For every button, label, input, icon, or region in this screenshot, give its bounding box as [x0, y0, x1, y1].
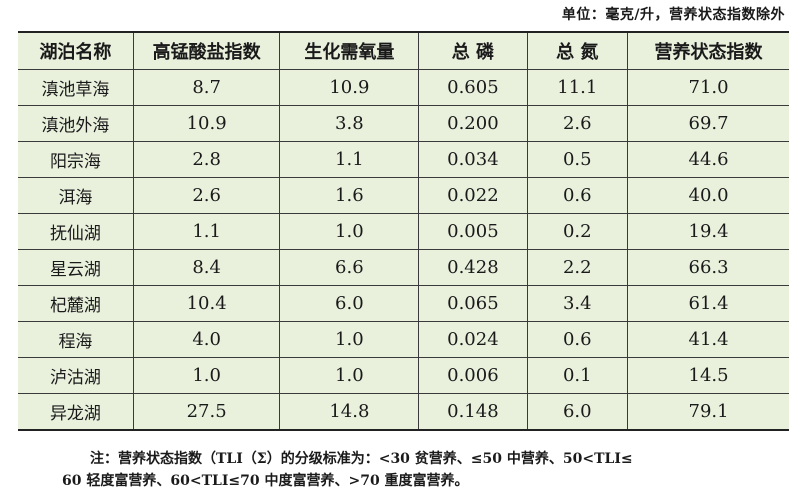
bod-cell: 1.6 — [279, 177, 420, 215]
table-header-row: 湖泊名称 高锰酸盐指数 生化需氧量 总 磷 总 氮 营养状态指数 — [18, 33, 789, 70]
phosphorus-cell: 0.065 — [418, 285, 528, 323]
nitrogen-cell: 0.6 — [526, 177, 629, 215]
lake-name-cell: 杞麓湖 — [18, 285, 134, 323]
unit-note: 单位：毫克/升，营养状态指数除外 — [561, 7, 785, 23]
permanganate-cell: 27.5 — [132, 393, 281, 429]
header-bod: 生化需氧量 — [279, 33, 420, 70]
trophic-index-cell: 61.4 — [627, 285, 789, 323]
footnote-line-2: 60 轻度富营养、60<TLI≤70 中度富营养、>70 重度富营养。 — [62, 473, 469, 489]
permanganate-cell: 8.7 — [132, 68, 281, 107]
phosphorus-cell: 0.428 — [418, 249, 528, 287]
nitrogen-cell: 3.4 — [526, 285, 629, 323]
table-row: 程海 4.0 1.0 0.024 0.6 41.4 — [18, 321, 789, 359]
permanganate-cell: 1.0 — [132, 357, 281, 395]
nitrogen-cell: 6.0 — [526, 393, 629, 429]
lake-name-cell: 程海 — [18, 321, 134, 359]
phosphorus-cell: 0.200 — [418, 105, 528, 143]
nitrogen-cell: 0.1 — [526, 357, 629, 395]
bod-cell: 10.9 — [279, 68, 420, 107]
nitrogen-cell: 2.6 — [526, 105, 629, 143]
lake-water-quality-table: 湖泊名称 高锰酸盐指数 生化需氧量 总 磷 总 氮 营养状态指数 滇池草海 8.… — [18, 33, 789, 429]
table-row: 滇池草海 8.7 10.9 0.605 11.1 71.0 — [18, 68, 789, 107]
trophic-index-cell: 79.1 — [627, 393, 789, 429]
nitrogen-cell: 2.2 — [526, 249, 629, 287]
table-row: 杞麓湖 10.4 6.0 0.065 3.4 61.4 — [18, 285, 789, 323]
bod-cell: 1.1 — [279, 141, 420, 179]
bod-cell: 3.8 — [279, 105, 420, 143]
table-row: 星云湖 8.4 6.6 0.428 2.2 66.3 — [18, 249, 789, 287]
trophic-index-cell: 66.3 — [627, 249, 789, 287]
table-row: 抚仙湖 1.1 1.0 0.005 0.2 19.4 — [18, 213, 789, 251]
bod-cell: 1.0 — [279, 357, 420, 395]
permanganate-cell: 2.6 — [132, 177, 281, 215]
nitrogen-cell: 11.1 — [526, 68, 629, 107]
phosphorus-cell: 0.148 — [418, 393, 528, 429]
table-row: 洱海 2.6 1.6 0.022 0.6 40.0 — [18, 177, 789, 215]
footnote-line-1: 注：营养状态指数（TLI（Σ）的分级标准为：<30 贫营养、≤50 中营养、50… — [90, 451, 633, 467]
table-row: 异龙湖 27.5 14.8 0.148 6.0 79.1 — [18, 393, 789, 429]
phosphorus-cell: 0.005 — [418, 213, 528, 251]
permanganate-cell: 10.4 — [132, 285, 281, 323]
header-trophic-index: 营养状态指数 — [627, 33, 789, 70]
trophic-index-cell: 44.6 — [627, 141, 789, 179]
lake-water-quality-table-container: 湖泊名称 高锰酸盐指数 生化需氧量 总 磷 总 氮 营养状态指数 滇池草海 8.… — [18, 31, 789, 431]
phosphorus-cell: 0.006 — [418, 357, 528, 395]
header-total-phosphorus: 总 磷 — [418, 33, 528, 70]
lake-name-cell: 滇池草海 — [18, 68, 134, 107]
nitrogen-cell: 0.6 — [526, 321, 629, 359]
header-total-nitrogen: 总 氮 — [526, 33, 629, 70]
bod-cell: 1.0 — [279, 321, 420, 359]
header-permanganate-index: 高锰酸盐指数 — [132, 33, 281, 70]
trophic-index-cell: 40.0 — [627, 177, 789, 215]
lake-name-cell: 阳宗海 — [18, 141, 134, 179]
permanganate-cell: 1.1 — [132, 213, 281, 251]
lake-name-cell: 洱海 — [18, 177, 134, 215]
lake-name-cell: 异龙湖 — [18, 393, 134, 429]
phosphorus-cell: 0.605 — [418, 68, 528, 107]
trophic-index-cell: 71.0 — [627, 68, 789, 107]
nitrogen-cell: 0.5 — [526, 141, 629, 179]
phosphorus-cell: 0.034 — [418, 141, 528, 179]
trophic-index-cell: 41.4 — [627, 321, 789, 359]
permanganate-cell: 2.8 — [132, 141, 281, 179]
table-row: 阳宗海 2.8 1.1 0.034 0.5 44.6 — [18, 141, 789, 179]
phosphorus-cell: 0.022 — [418, 177, 528, 215]
permanganate-cell: 4.0 — [132, 321, 281, 359]
nitrogen-cell: 0.2 — [526, 213, 629, 251]
trophic-index-cell: 19.4 — [627, 213, 789, 251]
bod-cell: 1.0 — [279, 213, 420, 251]
footnote: 注：营养状态指数（TLI（Σ）的分级标准为：<30 贫营养、≤50 中营养、50… — [22, 448, 792, 492]
lake-name-cell: 抚仙湖 — [18, 213, 134, 251]
phosphorus-cell: 0.024 — [418, 321, 528, 359]
permanganate-cell: 8.4 — [132, 249, 281, 287]
bod-cell: 6.6 — [279, 249, 420, 287]
table-row: 泸沽湖 1.0 1.0 0.006 0.1 14.5 — [18, 357, 789, 395]
trophic-index-cell: 14.5 — [627, 357, 789, 395]
bod-cell: 14.8 — [279, 393, 420, 429]
trophic-index-cell: 69.7 — [627, 105, 789, 143]
header-lake-name: 湖泊名称 — [18, 33, 134, 70]
lake-name-cell: 泸沽湖 — [18, 357, 134, 395]
lake-name-cell: 滇池外海 — [18, 105, 134, 143]
bod-cell: 6.0 — [279, 285, 420, 323]
lake-name-cell: 星云湖 — [18, 249, 134, 287]
table-row: 滇池外海 10.9 3.8 0.200 2.6 69.7 — [18, 105, 789, 143]
permanganate-cell: 10.9 — [132, 105, 281, 143]
